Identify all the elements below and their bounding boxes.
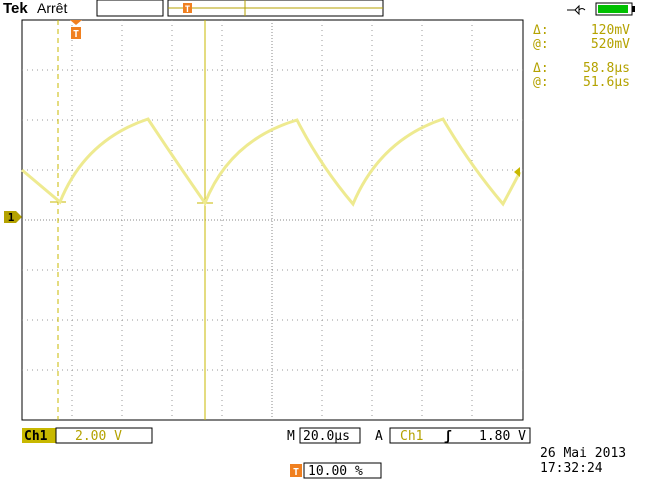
trigger-slope: ʃ <box>444 429 452 444</box>
trigger-icon <box>71 27 81 39</box>
date: 26 Mai 2013 <box>540 446 626 461</box>
trigger-box <box>389 427 531 444</box>
trigger-position-letter: T <box>293 467 299 478</box>
scale: 2.00 V <box>75 429 122 444</box>
timebase-box <box>299 427 361 444</box>
trigger-letter: T <box>73 29 79 40</box>
waveform <box>21 117 522 207</box>
cursor-value: 58.8µs <box>583 61 630 76</box>
trigger-position-icon <box>183 3 192 13</box>
scale-box <box>55 427 153 444</box>
cursor-value: 520mV <box>591 37 630 52</box>
trigger-position-box <box>303 462 382 479</box>
trigger-level: 1.80 V <box>479 429 526 444</box>
channel: Ch1 <box>24 429 48 444</box>
trigger-position: 10.00 % <box>308 464 363 479</box>
cursor-value: 51.6µs <box>583 75 630 90</box>
status: Arrêt <box>37 0 67 16</box>
cursor-label: @: <box>533 75 549 90</box>
trigger-position-letter: T <box>185 5 191 15</box>
trigger-arrow <box>70 20 82 25</box>
cursor-label: @: <box>533 37 549 52</box>
battery-tip <box>632 6 635 12</box>
channel-badge <box>22 428 56 443</box>
brand: Tek <box>3 0 28 17</box>
menu-box <box>96 0 164 17</box>
timebase-label: M <box>287 429 295 444</box>
trigger-level-marker <box>514 167 520 177</box>
cursor-value: 120mV <box>591 23 630 38</box>
trigger-position-icon <box>290 464 302 477</box>
timebase: 20.0µs <box>303 429 350 444</box>
power-icon <box>567 4 586 16</box>
channel-marker <box>4 211 22 223</box>
channel-marker-label: 1 <box>8 211 15 224</box>
cursor-label: Δ: <box>533 23 549 38</box>
time: 17:32:24 <box>540 461 603 476</box>
trigger-mode: A <box>375 429 383 444</box>
battery-level <box>598 5 628 13</box>
trigger-source: Ch1 <box>400 429 423 444</box>
cursor-label: Δ: <box>533 61 549 76</box>
